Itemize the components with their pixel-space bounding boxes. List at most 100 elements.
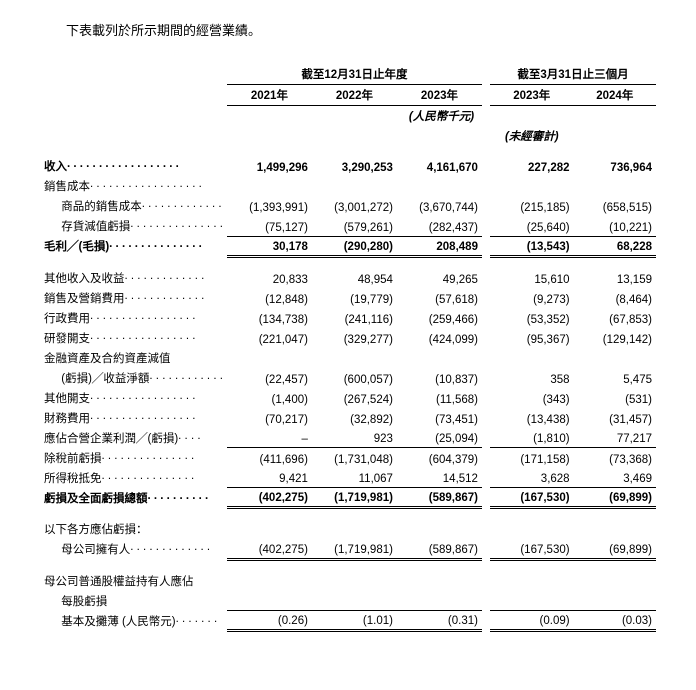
row-attrib: 以下各方應佔虧損： bbox=[40, 519, 227, 539]
cell: 14,512 bbox=[397, 468, 482, 488]
col-q2023: 2023年 bbox=[490, 85, 574, 106]
row-fin-impair-1: 金融資產及合約資產減值 bbox=[40, 348, 227, 368]
cell: (67,853) bbox=[574, 308, 656, 328]
cell: (1,719,981) bbox=[312, 488, 397, 508]
cell: (167,530) bbox=[490, 539, 574, 559]
row-tax: 所得稅抵免. . . . . . . . . . . . . . . bbox=[40, 468, 227, 488]
header-annual: 截至12月31日止年度 bbox=[227, 64, 482, 85]
header-quarter: 截至3月31日止三個月 bbox=[490, 64, 656, 85]
cell: (604,379) bbox=[397, 448, 482, 468]
row-gross: 毛利╱(毛損). . . . . . . . . . . . . . . bbox=[40, 236, 227, 256]
cell: (10,221) bbox=[574, 216, 656, 236]
cell: (73,451) bbox=[397, 408, 482, 428]
cell: (73,368) bbox=[574, 448, 656, 468]
cell: (1,719,981) bbox=[312, 539, 397, 559]
cell: (579,261) bbox=[312, 216, 397, 236]
cell: 77,217 bbox=[574, 428, 656, 448]
cell: (167,530) bbox=[490, 488, 574, 508]
cell: 48,954 bbox=[312, 268, 397, 288]
cell: 227,282 bbox=[490, 156, 574, 176]
cell: (424,099) bbox=[397, 328, 482, 348]
row-eps-1: 母公司普通股權益持有人應佔 bbox=[40, 571, 227, 591]
cell: (0.03) bbox=[574, 611, 656, 631]
cell: 15,610 bbox=[490, 268, 574, 288]
cell: (25,640) bbox=[490, 216, 574, 236]
row-pretax: 除稅前虧損. . . . . . . . . . . . . . . bbox=[40, 448, 227, 468]
row-cos: 銷售成本. . . . . . . . . . . . . . . . . . bbox=[40, 176, 227, 196]
cell: (1,393,991) bbox=[227, 196, 312, 216]
cell: (329,277) bbox=[312, 328, 397, 348]
cell: (69,899) bbox=[574, 539, 656, 559]
cell: (282,437) bbox=[397, 216, 482, 236]
cell: (57,618) bbox=[397, 288, 482, 308]
row-other-exp: 其他開支. . . . . . . . . . . . . . . . . bbox=[40, 388, 227, 408]
cell: 3,628 bbox=[490, 468, 574, 488]
row-sell-exp: 銷售及營銷費用. . . . . . . . . . . . . bbox=[40, 288, 227, 308]
cell: 5,475 bbox=[574, 368, 656, 388]
row-basic-diluted: 基本及攤薄 (人民幣元). . . . . . . bbox=[40, 611, 227, 631]
financial-table: 截至12月31日止年度 截至3月31日止三個月 2021年 2022年 2023… bbox=[40, 64, 656, 632]
cell: (215,185) bbox=[490, 196, 574, 216]
cell: (13,543) bbox=[490, 236, 574, 256]
cell: 923 bbox=[312, 428, 397, 448]
cell: (411,696) bbox=[227, 448, 312, 468]
cell: (259,466) bbox=[397, 308, 482, 328]
row-other-inc: 其他收入及收益. . . . . . . . . . . . . bbox=[40, 268, 227, 288]
cell: (171,158) bbox=[490, 448, 574, 468]
cell: – bbox=[227, 428, 312, 448]
row-inv-loss: 存貨減值虧損. . . . . . . . . . . . . . . bbox=[40, 216, 227, 236]
unaudited-label: (未經審計) bbox=[490, 126, 574, 146]
cell: (589,867) bbox=[397, 488, 482, 508]
cell: 736,964 bbox=[574, 156, 656, 176]
cell: 13,159 bbox=[574, 268, 656, 288]
cell: (531) bbox=[574, 388, 656, 408]
cell: 30,178 bbox=[227, 236, 312, 256]
cell: (1,400) bbox=[227, 388, 312, 408]
row-admin: 行政費用. . . . . . . . . . . . . . . . . bbox=[40, 308, 227, 328]
row-revenue: 收入. . . . . . . . . . . . . . . . . . bbox=[40, 156, 227, 176]
cell: 4,161,670 bbox=[397, 156, 482, 176]
cell: 3,290,253 bbox=[312, 156, 397, 176]
cell: (25,094) bbox=[397, 428, 482, 448]
row-eps-2: 每股虧損 bbox=[40, 591, 227, 611]
cell: 9,421 bbox=[227, 468, 312, 488]
cell: 49,265 bbox=[397, 268, 482, 288]
cell: (1,810) bbox=[490, 428, 574, 448]
cell: (1,731,048) bbox=[312, 448, 397, 468]
cell: (70,217) bbox=[227, 408, 312, 428]
col-q2024: 2024年 bbox=[574, 85, 656, 106]
unit-label: (人民幣千元) bbox=[227, 106, 656, 127]
cell: (1.01) bbox=[312, 611, 397, 631]
cell: 20,833 bbox=[227, 268, 312, 288]
cell: (0.31) bbox=[397, 611, 482, 631]
cell: (10,837) bbox=[397, 368, 482, 388]
cell: (343) bbox=[490, 388, 574, 408]
cell: (3,670,744) bbox=[397, 196, 482, 216]
cell: (19,779) bbox=[312, 288, 397, 308]
cell: 1,499,296 bbox=[227, 156, 312, 176]
cell: (658,515) bbox=[574, 196, 656, 216]
cell: (11,568) bbox=[397, 388, 482, 408]
row-fin-impair-2: (虧損)╱收益淨額. . . . . . . . . . . . bbox=[40, 368, 227, 388]
cell: (241,116) bbox=[312, 308, 397, 328]
cell: (221,047) bbox=[227, 328, 312, 348]
cell: (0.09) bbox=[490, 611, 574, 631]
cell: (31,457) bbox=[574, 408, 656, 428]
cell: (0.26) bbox=[227, 611, 312, 631]
col-2021: 2021年 bbox=[227, 85, 312, 106]
cell: 68,228 bbox=[574, 236, 656, 256]
cell: (95,367) bbox=[490, 328, 574, 348]
row-rd: 研發開支. . . . . . . . . . . . . . . . . bbox=[40, 328, 227, 348]
cell: (134,738) bbox=[227, 308, 312, 328]
row-jv: 應佔合營企業利潤╱(虧損). . . . bbox=[40, 428, 227, 448]
cell: (69,899) bbox=[574, 488, 656, 508]
cell: (290,280) bbox=[312, 236, 397, 256]
cell: (8,464) bbox=[574, 288, 656, 308]
cell: (129,142) bbox=[574, 328, 656, 348]
cell: (32,892) bbox=[312, 408, 397, 428]
intro-text: 下表載列於所示期間的經營業績。 bbox=[40, 20, 656, 39]
cell: (53,352) bbox=[490, 308, 574, 328]
row-parent: 母公司擁有人. . . . . . . . . . . . . bbox=[40, 539, 227, 559]
col-2022: 2022年 bbox=[312, 85, 397, 106]
cell: (12,848) bbox=[227, 288, 312, 308]
